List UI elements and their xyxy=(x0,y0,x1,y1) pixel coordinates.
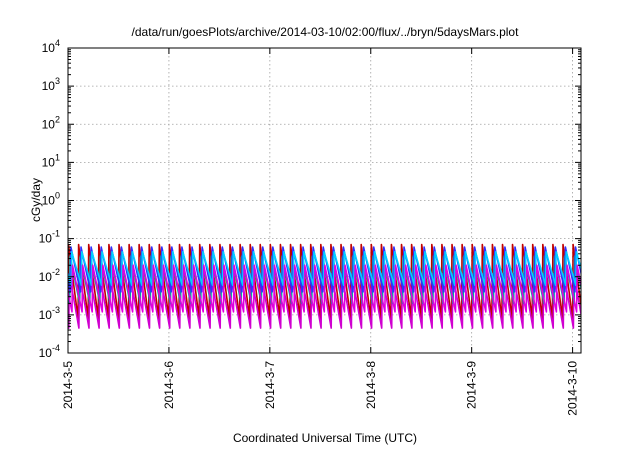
series-group xyxy=(68,243,581,329)
x-tick-label: 2014-3-5 xyxy=(61,361,75,409)
y-tick-label: 100 xyxy=(42,191,60,208)
y-tick-label: 10-4 xyxy=(39,343,60,360)
x-tick-label: 2014-3-6 xyxy=(162,361,176,409)
x-tick-label: 2014-3-7 xyxy=(263,361,277,409)
y-tick-label: 102 xyxy=(42,114,60,131)
y-tick-label: 10-1 xyxy=(39,229,60,246)
y-tick-label: 10-3 xyxy=(39,305,60,322)
y-tick-label: 101 xyxy=(42,152,60,169)
y-axis-label: cGy/day xyxy=(29,178,43,222)
series-line xyxy=(68,264,581,313)
x-tick-label: 2014-3-9 xyxy=(465,361,479,409)
chart-title: /data/run/goesPlots/archive/2014-03-10/0… xyxy=(132,25,520,39)
y-tick-label: 104 xyxy=(42,38,60,55)
axes: 10-4 10-3 10-2 10-1 100 101 102 103 104 2014-3-5 2… xyxy=(39,38,582,416)
y-tick-label: 103 xyxy=(42,76,60,93)
plot-frame xyxy=(67,47,582,354)
series-line xyxy=(68,251,581,286)
y-tick-label: 10-2 xyxy=(39,267,60,284)
x-tick-label: 2014-3-10 xyxy=(566,361,580,416)
x-axis-label: Coordinated Universal Time (UTC) xyxy=(233,431,417,445)
x-tick-label: 2014-3-8 xyxy=(364,361,378,409)
